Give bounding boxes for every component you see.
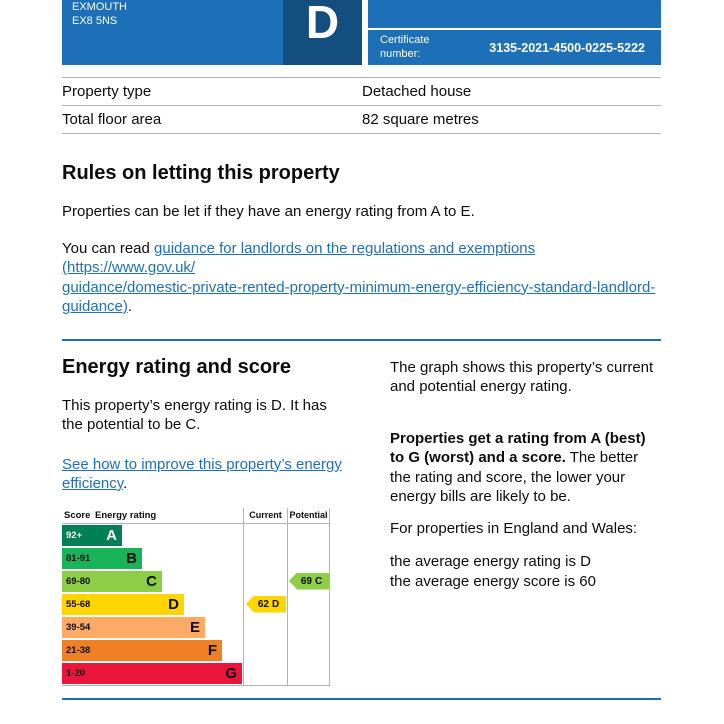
certificate-header: EXMOUTH EX8 5NS D Certificate number: 31… <box>62 0 661 65</box>
averages-text: the average energy rating is D the averag… <box>390 552 661 593</box>
table-row: Property type Detached house <box>62 77 661 105</box>
guidance-link[interactable]: guidance for landlords on the regulation… <box>62 240 655 316</box>
energy-rating-letter-box: D <box>283 0 362 65</box>
epc-band-row: 21-38 F <box>62 639 243 662</box>
current-rating-tag: 62 D <box>246 595 286 613</box>
energy-rating-description: The graph shows this property’s current … <box>390 356 661 686</box>
rating-explain-bold: Properties get a rating from A (best) to… <box>390 429 646 467</box>
epc-band-bar-e: 39-54 E <box>62 616 205 638</box>
property-address: EXMOUTH EX8 5NS <box>62 0 283 65</box>
band-letter: G <box>225 664 237 682</box>
band-score-label: 1-20 <box>66 667 86 679</box>
score-column-header: Score <box>64 509 91 521</box>
band-letter: B <box>126 549 137 567</box>
current-column-header: Current <box>244 508 287 524</box>
current-letter: D <box>271 598 280 610</box>
guidance-link-line1: guidance for landlords on the regulation… <box>62 239 536 277</box>
epc-band-row: 39-54 E <box>62 616 243 639</box>
potential-rating-tag: 69 C <box>289 572 329 590</box>
band-score-label: 55-68 <box>66 598 91 610</box>
certificate-top-strip <box>368 0 661 30</box>
energy-rating-heading: Energy rating and score <box>62 355 291 378</box>
average-rating-line: the average energy rating is D <box>390 553 591 570</box>
current-score: 62 <box>257 598 269 610</box>
chart-header-row: Score Energy rating <box>62 508 243 524</box>
improve-suffix: . <box>123 475 128 492</box>
epc-band-row: 55-68 D <box>62 593 243 616</box>
band-score-label: 69-80 <box>66 575 91 587</box>
energy-rating-section: Energy rating and score This property’s … <box>62 356 661 686</box>
rating-explain-rest: The better the rating and score, the low… <box>390 449 639 505</box>
band-letter: D <box>168 595 179 613</box>
energy-rating-summary: This property’s energy rating is D. It h… <box>62 396 327 434</box>
bands-column: Score Energy rating 92+ A 81-91 B <box>62 508 243 685</box>
address-postcode: EX8 5NS <box>72 14 118 27</box>
band-letter: E <box>189 618 200 636</box>
energy-rating-chart: Score Energy rating 92+ A 81-91 B <box>62 507 330 686</box>
band-letter: F <box>207 641 217 659</box>
header-divider <box>362 0 368 65</box>
floor-area-label: Total floor area <box>62 111 162 128</box>
table-row: Total floor area 82 square metres <box>62 105 661 134</box>
energy-rating-column-header: Energy rating <box>95 509 157 521</box>
letting-rules-guidance: You can read guidance for landlords on t… <box>62 239 661 317</box>
epc-band-row: 69-80 C <box>62 570 243 593</box>
band-letter: C <box>146 572 157 590</box>
letting-rules-intro: Properties can be let if they have an en… <box>62 203 475 220</box>
potential-letter: C <box>314 575 323 587</box>
guidance-suffix: . <box>127 298 133 315</box>
epc-band-bar-d: 55-68 D <box>62 593 184 615</box>
epc-band-bar-a: 92+ A <box>62 524 122 546</box>
potential-column: Potential 69 C <box>287 507 330 685</box>
band-score-label: 92+ <box>66 529 83 541</box>
band-score-label: 81-91 <box>66 552 91 564</box>
bottom-divider <box>62 697 661 700</box>
rating-explain-text: Properties get a rating from A (best) to… <box>390 429 661 507</box>
certificate-number-row: Certificate number: 3135-2021-4500-0225-… <box>368 30 661 65</box>
energy-rating-left-column: Energy rating and score This property’s … <box>62 356 342 686</box>
band-score-label: 39-54 <box>66 621 91 633</box>
averages-intro-text: For properties in England and Wales: <box>390 519 638 537</box>
address-town: EXMOUTH <box>72 1 127 13</box>
epc-band-bar-f: 21-38 F <box>62 639 222 661</box>
potential-score: 69 <box>300 575 312 587</box>
average-score-line: the average energy score is 60 <box>390 573 596 591</box>
property-details-table: Property type Detached house Total floor… <box>62 77 661 134</box>
improve-paragraph: See how to improve this property’s energ… <box>62 455 342 494</box>
property-type-label: Property type <box>62 83 152 100</box>
letting-rules-heading: Rules on letting this property <box>62 162 340 184</box>
graph-intro-text: The graph shows this property’s current … <box>390 358 654 396</box>
epc-band-bar-b: 81-91 B <box>62 547 142 569</box>
epc-band-bar-c: 69-80 C <box>62 570 162 592</box>
epc-band-bar-g: 1-20 G <box>62 662 242 684</box>
certificate-number-label: Certificate number: <box>380 34 430 60</box>
band-score-label: 21-38 <box>66 644 91 656</box>
rating-letter: D <box>305 0 340 48</box>
epc-band-row: 1-20 G <box>62 662 243 685</box>
epc-band-row: 92+ A <box>62 524 243 547</box>
property-type-value: Detached house <box>362 83 472 100</box>
section-divider <box>62 338 661 341</box>
floor-area-value: 82 square metres <box>362 111 479 128</box>
improve-efficiency-link[interactable]: See how to improve this property’s energ… <box>62 455 342 493</box>
guidance-link-line2: guidance/domestic-private-rented-propert… <box>62 278 656 316</box>
potential-column-header: Potential <box>288 508 329 524</box>
band-letter: A <box>106 526 117 544</box>
guidance-prefix: You can read <box>62 239 155 257</box>
epc-band-row: 81-91 B <box>62 547 243 570</box>
current-column: Current 62 D <box>243 507 287 685</box>
certificate-number-block: Certificate number: 3135-2021-4500-0225-… <box>368 0 661 65</box>
certificate-number-value: 3135-2021-4500-0225-5222 <box>489 40 645 55</box>
